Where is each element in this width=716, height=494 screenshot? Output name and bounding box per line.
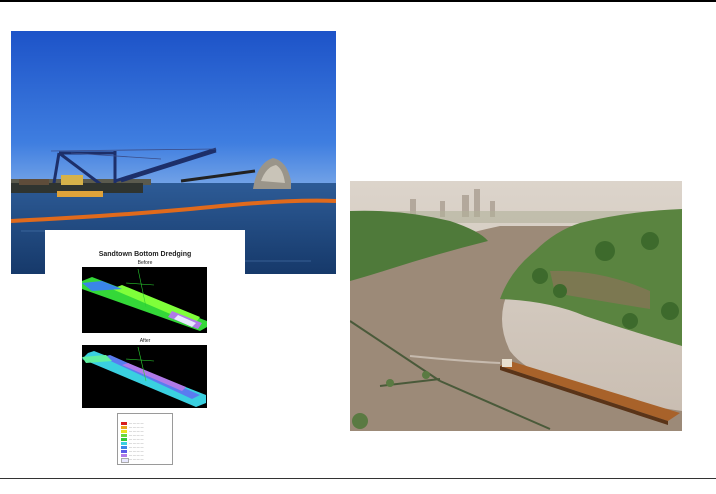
river-barge-photo bbox=[350, 181, 682, 431]
depth-legend: — — — — — — — — — — — — — — — — — — — — … bbox=[117, 413, 173, 465]
dredging-survey-panel: Sandtown Bottom Dredging Before After — … bbox=[45, 230, 245, 474]
dredging-photo bbox=[11, 31, 336, 274]
survey-plot-after bbox=[82, 345, 207, 408]
survey-after-label: After bbox=[139, 338, 151, 344]
survey-plot-before bbox=[82, 267, 207, 333]
top-rule bbox=[0, 0, 716, 2]
survey-before-label: Before bbox=[137, 260, 153, 266]
survey-title: Sandtown Bottom Dredging bbox=[98, 251, 192, 258]
bottom-rule bbox=[0, 478, 716, 479]
